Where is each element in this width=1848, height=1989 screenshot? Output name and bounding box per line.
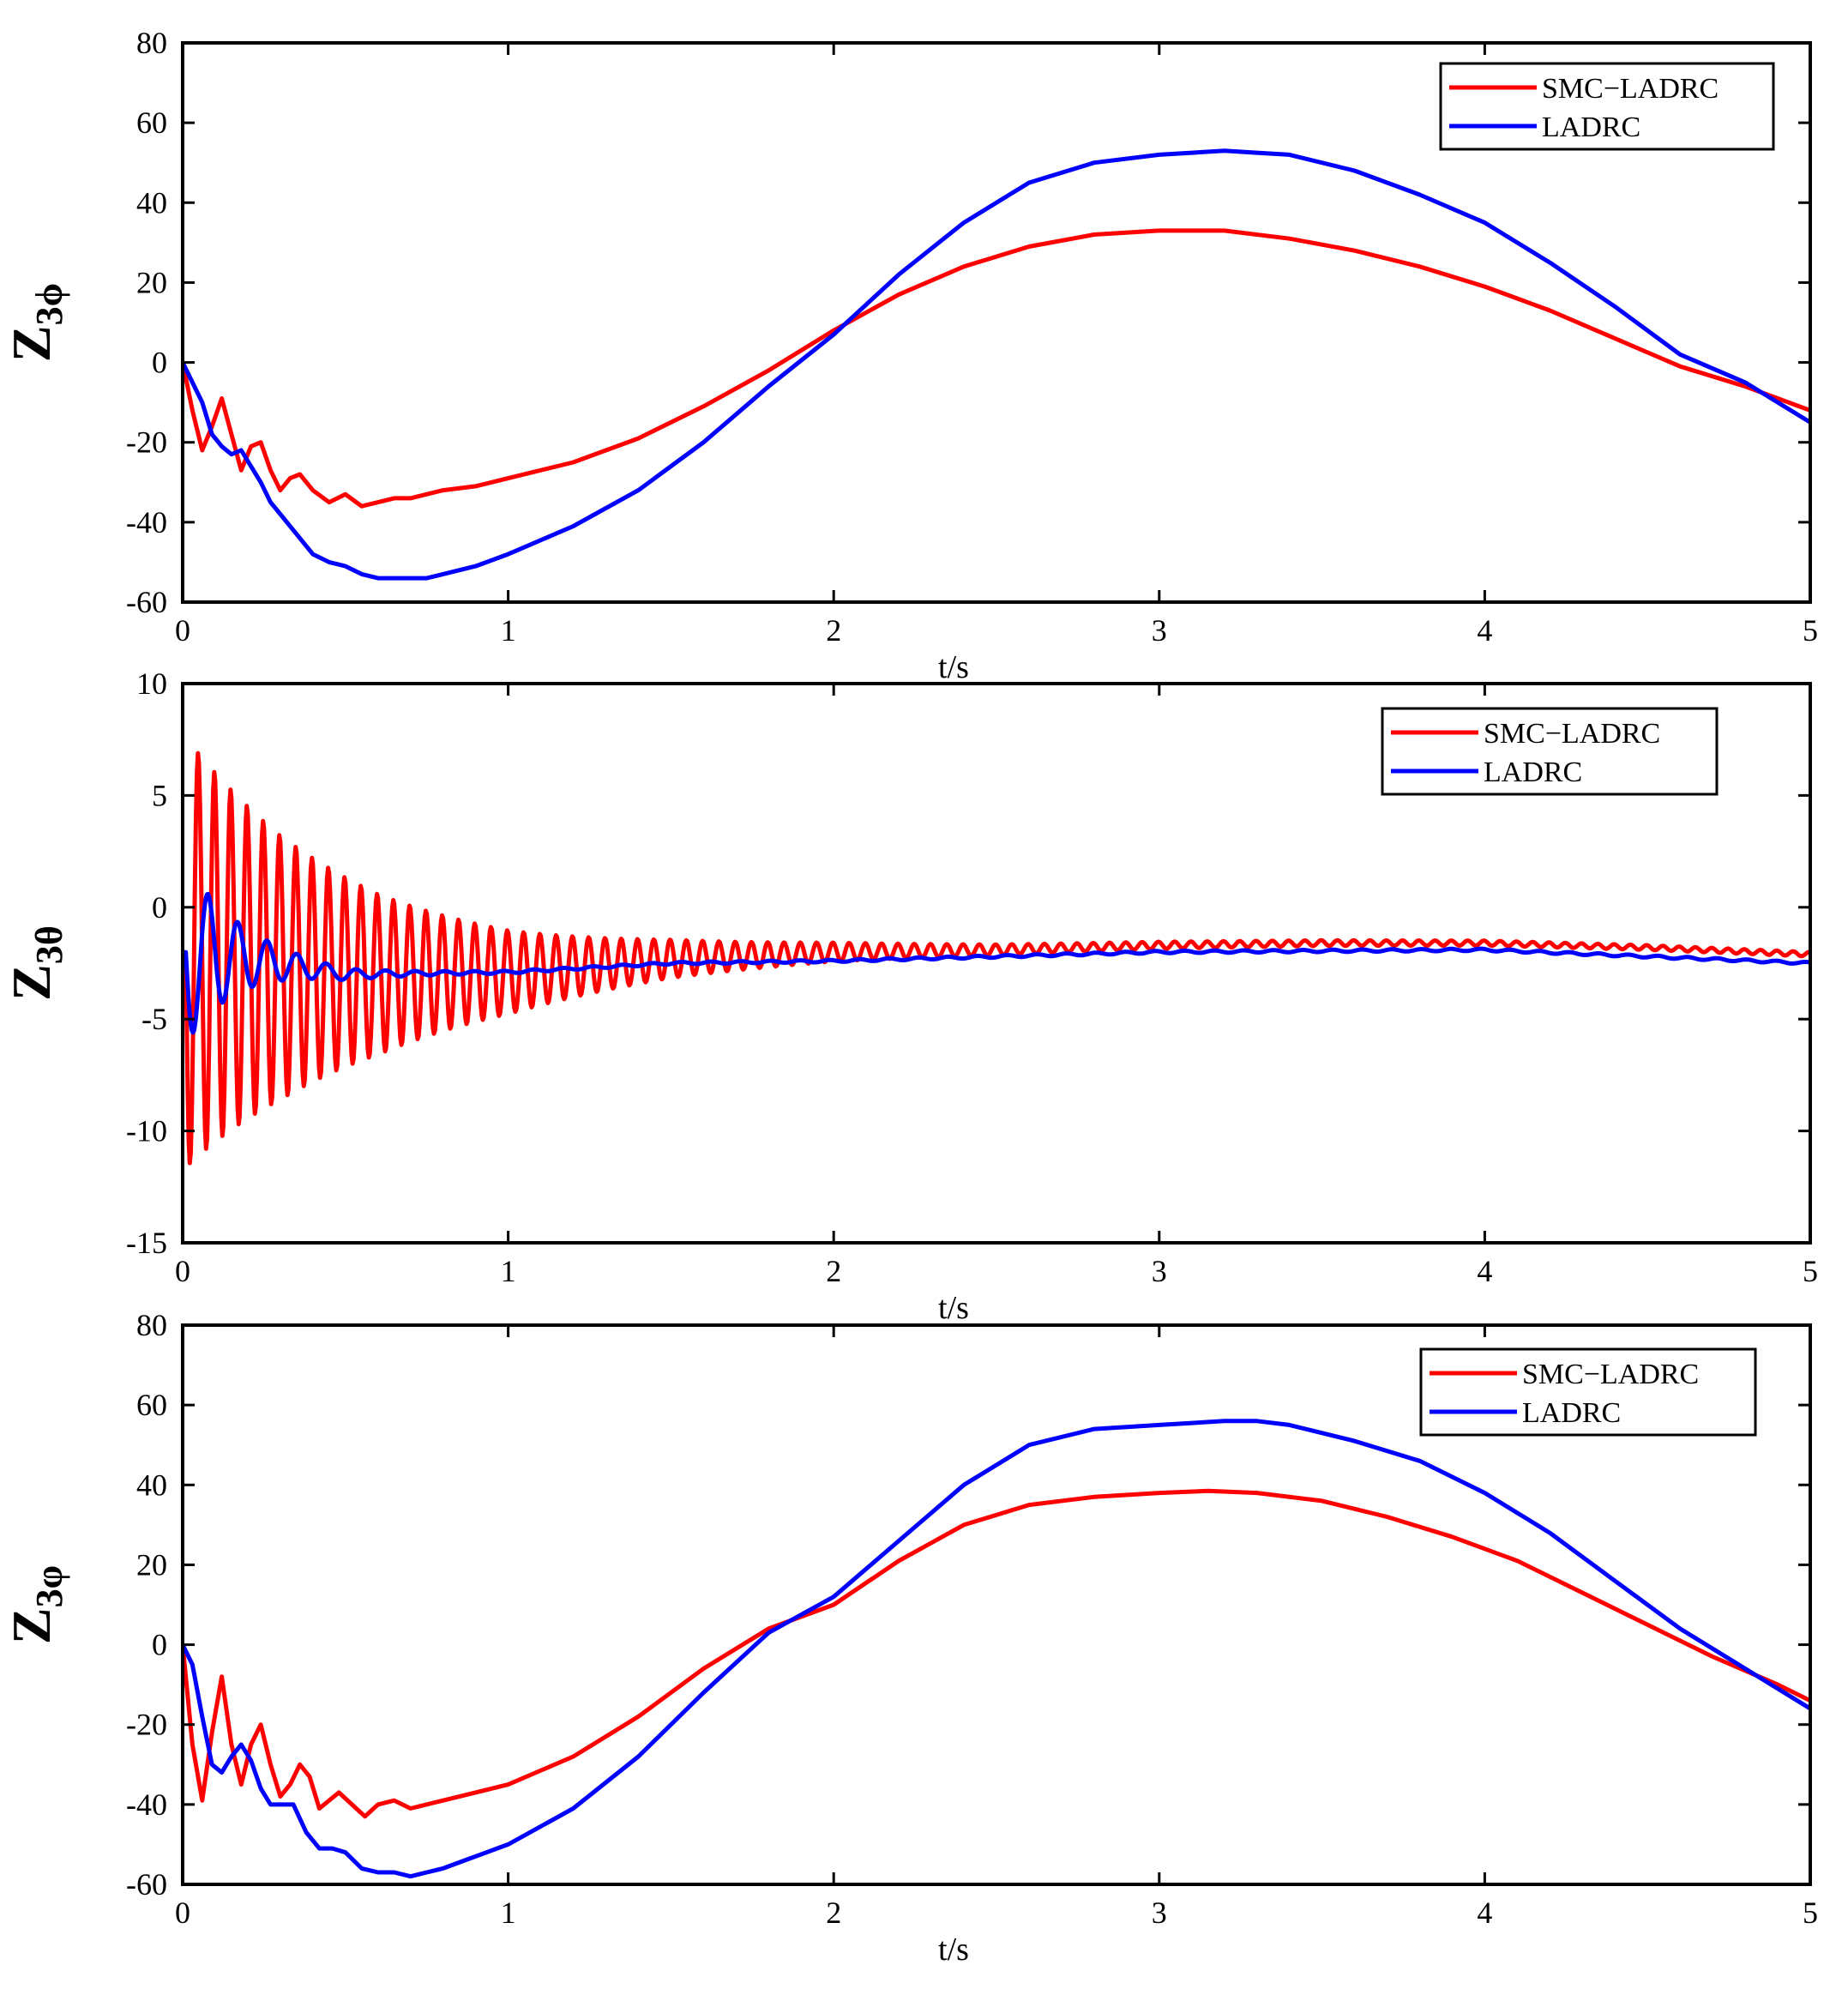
chart-panel-3: 0 1 2 3 4 5 -60 -40 -20 0 20 40 60 80 t/s Z3φ SMC−LADRC L… — [1, 1308, 1818, 1968]
legend-label-smc-ladrc: SMC−LADRC — [1484, 718, 1660, 750]
x-tick-label: 3 — [1152, 613, 1167, 648]
series-group — [183, 1419, 1810, 1879]
y-tick-label: -5 — [141, 1002, 167, 1036]
x-axis-title: t/s — [938, 1932, 969, 1968]
y-tick-label: 60 — [136, 1388, 167, 1422]
legend-box — [1381, 707, 1719, 796]
series-line-ladrc — [183, 891, 1810, 1035]
legend-label-smc-ladrc: SMC−LADRC — [1522, 1359, 1699, 1390]
y-tick-label: -10 — [126, 1114, 167, 1148]
x-tick-label: 3 — [1152, 1254, 1167, 1288]
y-tick-label: -15 — [126, 1226, 167, 1260]
y-tick-label: 0 — [152, 346, 167, 380]
legend: SMC−LADRC LADRC — [1381, 707, 1719, 796]
y-tick-label: 0 — [152, 1628, 167, 1662]
series-line-smc-ladrc — [183, 1488, 1810, 1819]
y-axis-title: Z3ϕ — [1, 283, 70, 362]
x-tick-label: 0 — [175, 613, 190, 648]
x-tick-label: 2 — [826, 1254, 841, 1288]
legend-label-ladrc: LADRC — [1522, 1397, 1621, 1429]
y-axis-title-subscript: 3ϕ — [28, 283, 70, 325]
series-group — [183, 750, 1810, 1166]
x-tick-label: 5 — [1803, 613, 1818, 648]
y-tick-label: 80 — [136, 1308, 167, 1342]
y-tick-label: 0 — [152, 890, 167, 925]
x-tick-label: 2 — [826, 1896, 841, 1930]
y-axis-title-main: Z — [1, 964, 62, 1001]
series-line-smc-ladrc — [183, 228, 1810, 509]
x-axis-title: t/s — [938, 1290, 969, 1326]
y-tick-label: 20 — [136, 265, 167, 299]
y-tick-label: -60 — [126, 1867, 167, 1902]
y-tick-label: -20 — [126, 1708, 167, 1742]
legend-box — [1419, 1347, 1757, 1437]
series-group — [183, 148, 1810, 581]
y-axis-title-subscript: 3θ — [28, 925, 70, 964]
x-tick-label: 1 — [501, 1254, 516, 1288]
y-tick-label: 60 — [136, 105, 167, 140]
x-tick-label: 0 — [175, 1896, 190, 1930]
y-tick-label: 40 — [136, 185, 167, 220]
legend-label-ladrc: LADRC — [1542, 112, 1640, 143]
plot-frame — [181, 682, 1812, 1245]
legend: SMC−LADRC LADRC — [1439, 62, 1775, 151]
series-line-ladrc — [183, 1419, 1810, 1879]
plot-frame — [181, 1323, 1812, 1886]
legend-label-smc-ladrc: SMC−LADRC — [1542, 73, 1719, 105]
x-tick-label: 5 — [1803, 1254, 1818, 1288]
x-tick-label: 3 — [1152, 1896, 1167, 1930]
series-line-smc-ladrc — [183, 750, 1810, 1166]
x-tick-label: 1 — [501, 1896, 516, 1930]
y-tick-label: -40 — [126, 505, 167, 539]
x-tick-label: 5 — [1803, 1896, 1818, 1930]
y-tick-label: -40 — [126, 1787, 167, 1822]
y-tick-label: 20 — [136, 1547, 167, 1582]
plot-frame — [181, 41, 1812, 604]
y-tick-label: 10 — [136, 666, 167, 701]
chart-panel-2: 0 1 2 3 4 5 -15 -10 -5 0 5 10 t/s Z3θ SMC−LADRC LADRC — [1, 666, 1818, 1326]
y-axis-title-main: Z — [1, 1607, 62, 1644]
x-tick-label: 1 — [501, 613, 516, 648]
x-tick-label: 2 — [826, 613, 841, 648]
legend-box — [1439, 62, 1775, 151]
x-tick-label: 0 — [175, 1254, 190, 1288]
y-axis-title-subscript: 3φ — [28, 1565, 70, 1607]
x-axis-title: t/s — [938, 649, 969, 685]
series-line-ladrc — [183, 148, 1810, 581]
x-tick-label: 4 — [1477, 1896, 1492, 1930]
y-axis-title: Z3φ — [1, 1565, 70, 1644]
y-tick-label: -20 — [126, 425, 167, 460]
x-tick-label: 4 — [1477, 1254, 1492, 1288]
y-tick-label: 40 — [136, 1468, 167, 1502]
y-axis-title: Z3θ — [1, 925, 70, 1001]
legend: SMC−LADRC LADRC — [1419, 1347, 1757, 1437]
y-tick-label: 5 — [152, 778, 167, 812]
legend-label-ladrc: LADRC — [1484, 756, 1582, 788]
y-axis-title-main: Z — [1, 325, 62, 362]
chart-panel-1: 0 1 2 3 4 5 -60 -40 -20 0 20 40 60 80 t/s Z3ϕ SMC−LADRC L… — [1, 26, 1818, 685]
x-tick-label: 4 — [1477, 613, 1492, 648]
y-tick-label: -60 — [126, 585, 167, 619]
y-tick-label: 80 — [136, 26, 167, 60]
